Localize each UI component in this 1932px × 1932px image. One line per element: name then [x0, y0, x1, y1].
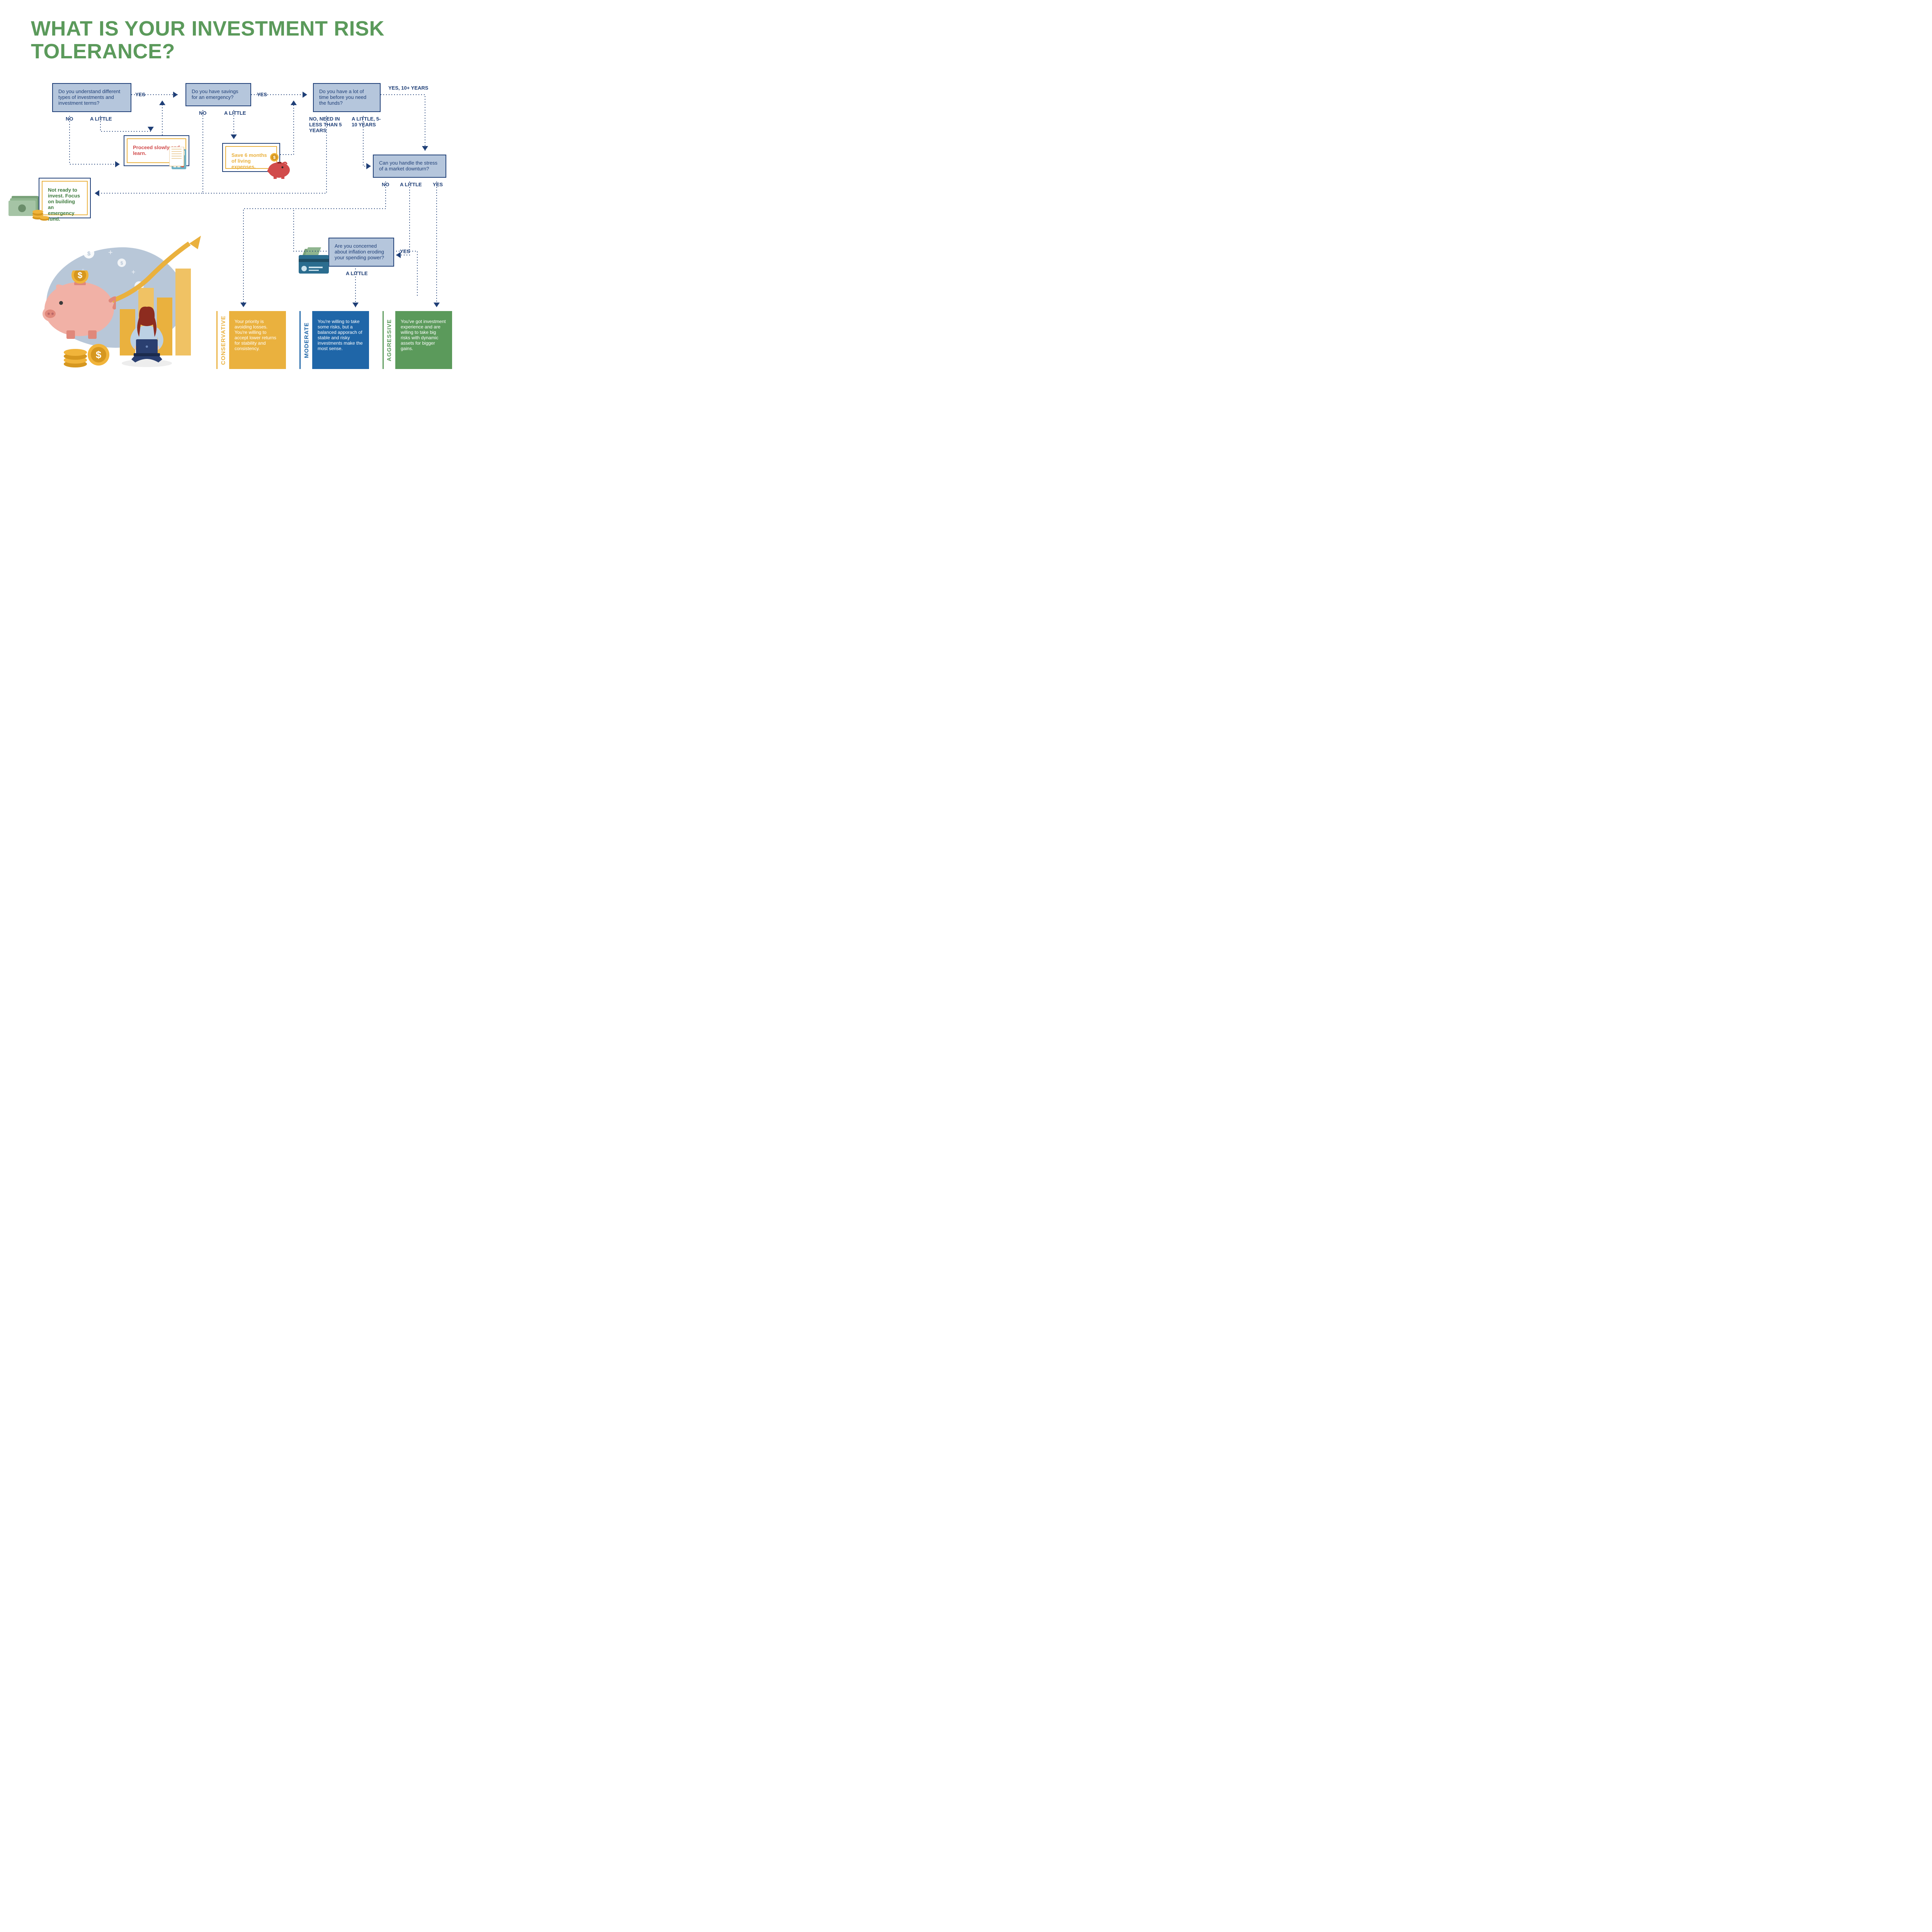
answer-q1-no: NO	[66, 116, 73, 122]
answer-q3-yes10: YES, 10+ YEARS	[388, 85, 428, 91]
result-moderate-tab: MODERATE	[299, 311, 312, 369]
coin-stack-icon: $	[62, 336, 120, 371]
answer-q4-yes: YES	[433, 182, 443, 187]
infographic-canvas: WHAT IS YOUR INVESTMENT RISK TOLERANCE? …	[0, 0, 483, 386]
svg-text:$: $	[87, 250, 91, 257]
question-understanding: Do you understand different types of inv…	[52, 83, 131, 112]
result-moderate: MODERATE You're willing to take some ris…	[299, 311, 369, 369]
result-conservative-label: CONSERVATIVE	[220, 315, 227, 365]
answer-q3-noless5: NO, NEED IN LESS THAN 5 YEARS	[309, 116, 346, 133]
person-laptop-icon	[120, 301, 174, 367]
hero-illustration: $ $ $ + + + +	[31, 236, 197, 367]
result-moderate-label: MODERATE	[303, 322, 310, 358]
result-conservative: CONSERVATIVE Your priority is avoiding l…	[216, 311, 286, 369]
answer-q1-alittle: A LITTLE	[90, 116, 112, 122]
question-stress: Can you handle the stress of a market do…	[373, 155, 446, 178]
piggybank-small-icon: $	[263, 153, 294, 180]
question-time: Do you have a lot of time before you nee…	[313, 83, 381, 112]
answer-q2-no: NO	[199, 110, 207, 116]
result-conservative-body: Your priority is avoiding losses. You're…	[229, 311, 286, 369]
result-aggressive-body: You've got investment experience and are…	[395, 311, 452, 369]
answer-q2-alittle: A LITTLE	[224, 110, 246, 116]
result-aggressive-label: AGGRESSIVE	[386, 319, 393, 361]
result-conservative-tab: CONSERVATIVE	[216, 311, 229, 369]
trend-arrow-icon	[100, 234, 209, 311]
answer-q5-alittle: A LITTLE	[346, 270, 368, 276]
svg-text:$: $	[96, 349, 102, 361]
piggybank-large-icon: $	[39, 270, 116, 340]
question-inflation: Are you concerned about inflation erodin…	[328, 238, 394, 267]
answer-q3-a510: A LITTLE, 5-10 YEARS	[352, 116, 383, 128]
answer-q1-yes: YES	[135, 92, 145, 97]
question-savings: Do you have savings for an emergency?	[185, 83, 251, 106]
result-aggressive: AGGRESSIVE You've got investment experie…	[383, 311, 452, 369]
answer-q4-no: NO	[382, 182, 389, 187]
result-aggressive-tab: AGGRESSIVE	[383, 311, 395, 369]
answer-q4-alittle: A LITTLE	[400, 182, 422, 187]
svg-text:$: $	[273, 155, 276, 160]
result-moderate-body: You're willing to take some risks, but a…	[312, 311, 369, 369]
answer-q2-yes: YES	[257, 92, 267, 97]
calculator-icon: 123	[169, 147, 190, 174]
wallet-icon	[296, 247, 332, 276]
page-title: WHAT IS YOUR INVESTMENT RISK TOLERANCE?	[31, 17, 483, 63]
answer-q5-yes: YES	[400, 248, 410, 254]
svg-text:$: $	[78, 270, 82, 280]
cash-icon	[8, 191, 50, 224]
